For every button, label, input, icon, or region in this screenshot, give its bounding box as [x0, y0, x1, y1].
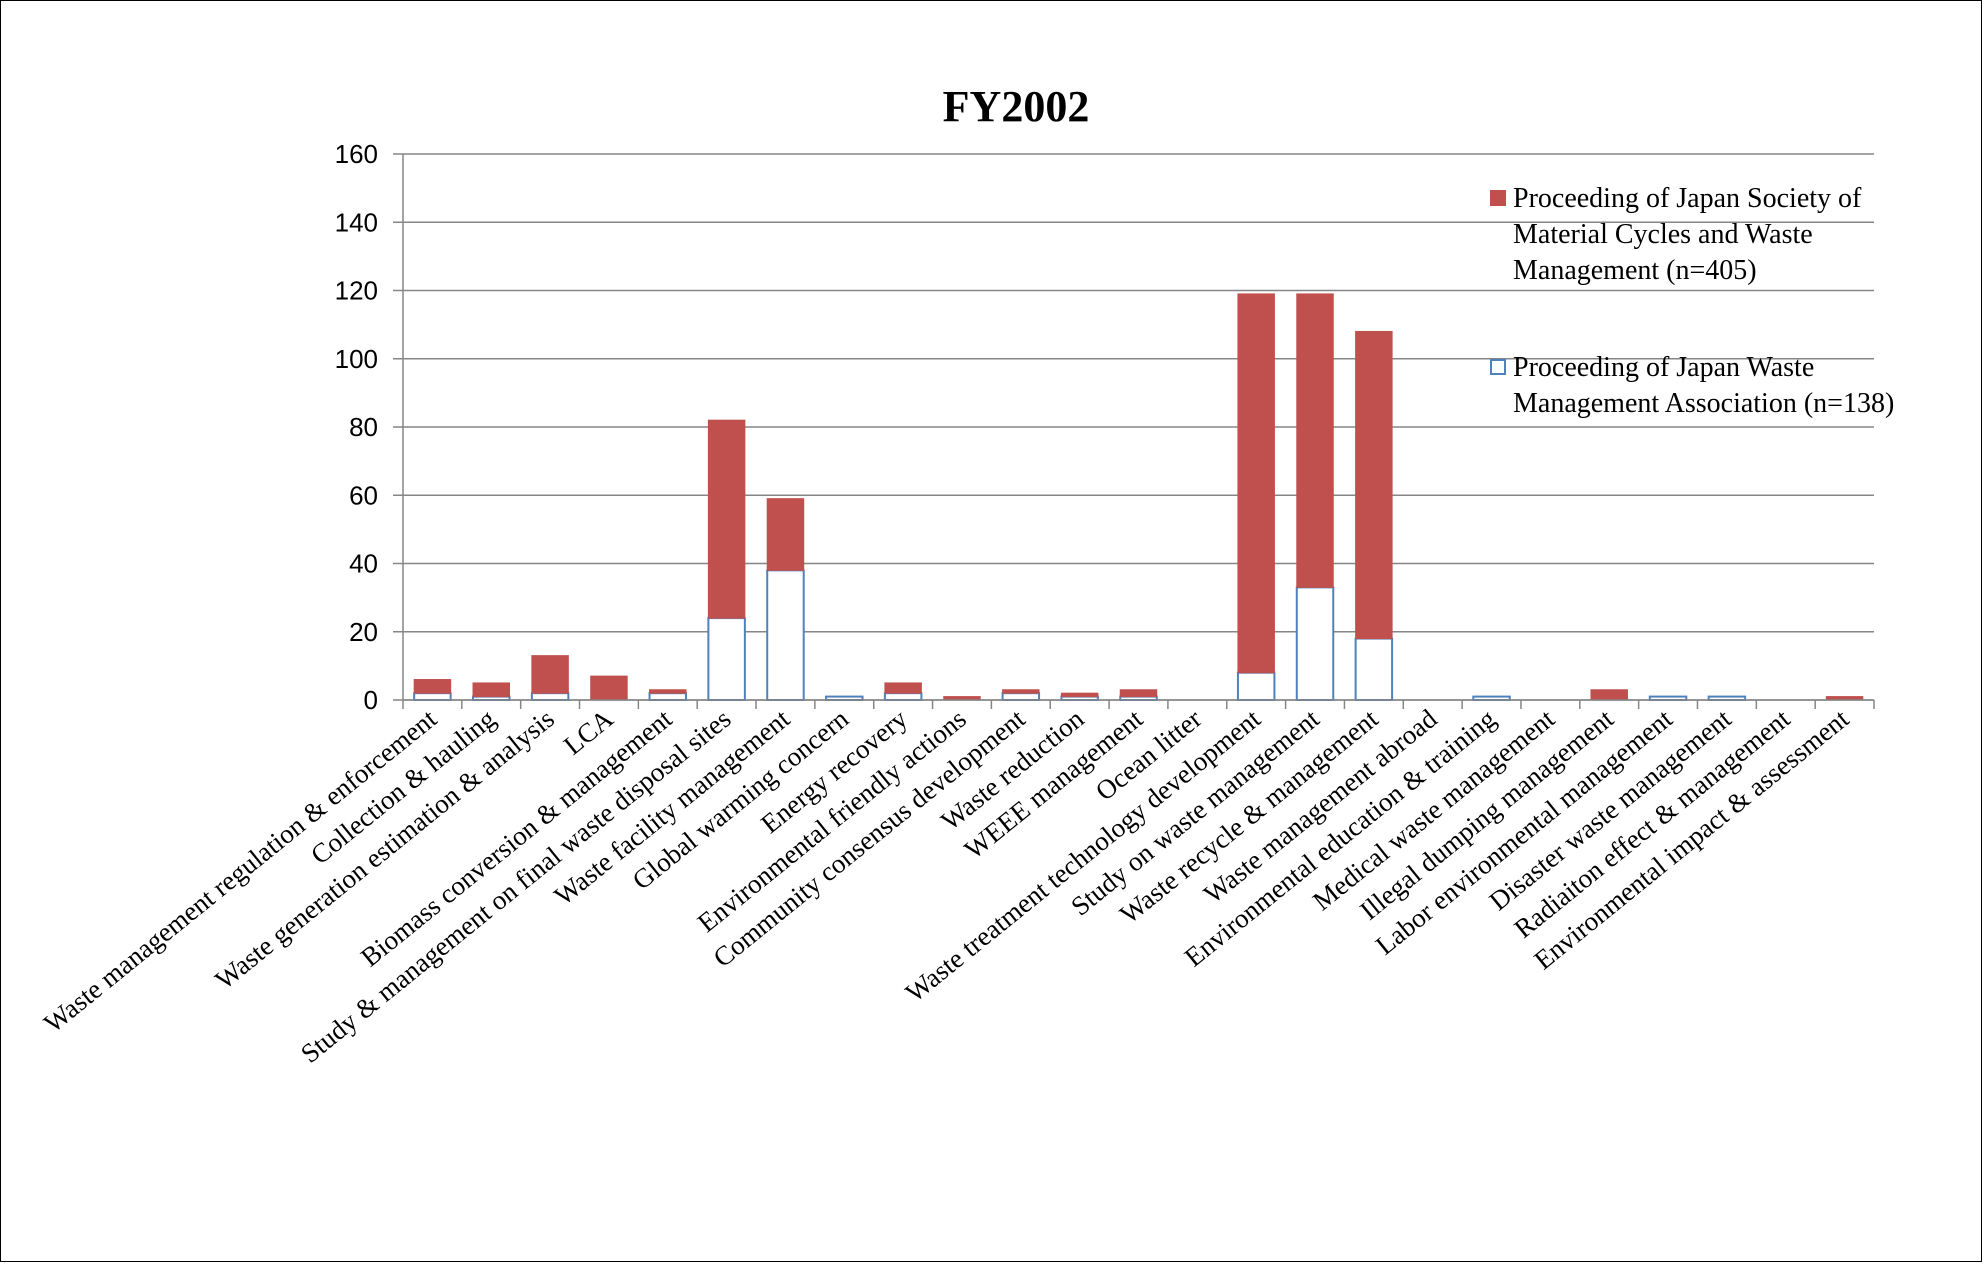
chart-title: FY2002 [943, 82, 1090, 131]
bar-jwma [1295, 586, 1335, 702]
y-tick-label: 80 [349, 412, 378, 442]
legend-label: Proceeding of Japan Society of [1513, 183, 1862, 214]
y-axis-ticks: 0 20 40 60 80 100 120 140 160 [335, 139, 404, 715]
bar-jwma [413, 692, 452, 701]
bar-jsmcwm [707, 419, 746, 619]
legend: Proceeding of Japan Society of Material C… [1490, 183, 1894, 419]
bar-jwma [883, 692, 923, 701]
bar-jsmcwm [1237, 293, 1275, 674]
bar-jwma [1354, 637, 1394, 702]
y-tick-label: 0 [364, 685, 378, 715]
legend-swatch [1490, 359, 1506, 375]
y-tick-label: 140 [335, 207, 378, 237]
bar-jwma [1001, 692, 1041, 701]
bar-jsmcwm [1060, 692, 1099, 698]
y-tick-label: 20 [349, 617, 378, 647]
y-tick-label: 160 [335, 139, 378, 169]
bar-jwma [1236, 671, 1276, 702]
bar-jsmcwm [590, 675, 628, 701]
bar-jsmcwm [884, 682, 922, 694]
bar-jsmcwm [649, 689, 687, 694]
legend-label: Proceeding of Japan Waste [1513, 352, 1814, 383]
bar-jwma [530, 692, 570, 701]
bars [413, 293, 1864, 702]
bar-jsmcwm [472, 682, 511, 698]
legend-label: Material Cycles and Waste [1513, 219, 1813, 250]
y-tick-label: 100 [335, 344, 378, 374]
bar-jwma [648, 692, 688, 701]
y-tick-label: 40 [349, 549, 378, 579]
bar-jsmcwm [1355, 330, 1393, 640]
legend-label: Management (n=405) [1513, 255, 1757, 286]
y-tick-label: 120 [335, 276, 378, 306]
legend-swatch [1490, 190, 1506, 206]
gridlines [403, 153, 1874, 701]
bar-jsmcwm [1119, 689, 1158, 698]
x-axis-ticks: Waste management regulation & enforcemen… [38, 699, 1875, 1069]
bar-jwma [766, 569, 805, 702]
bar-jsmcwm [1590, 689, 1628, 701]
bar-jsmcwm [531, 655, 569, 694]
y-tick-label: 60 [349, 480, 378, 510]
bar-jsmcwm [1002, 689, 1040, 694]
bar-jsmcwm [413, 679, 452, 694]
bar-jsmcwm [1296, 293, 1334, 588]
bar-jsmcwm [766, 498, 805, 571]
legend-label: Management Association (n=138) [1513, 388, 1894, 419]
bar-jwma [707, 617, 746, 701]
